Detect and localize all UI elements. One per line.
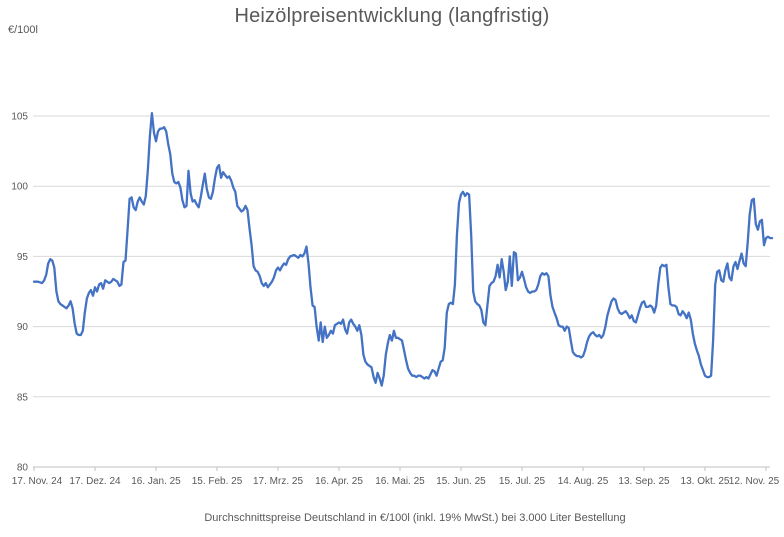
x-tick-label: 16. Apr. 25 [315,476,363,487]
y-tick-label: 105 [11,112,28,123]
x-tick-label: 15. Jul. 25 [499,476,546,487]
x-tick-label: 14. Aug. 25 [558,476,609,487]
y-tick-label: 80 [17,463,29,474]
x-tick-label: 13. Okt. 25 [681,476,730,487]
chart-title: Heizölpreisentwicklung (langfristig) [234,5,550,27]
y-tick-label: 95 [17,252,29,263]
price-line-series [32,112,774,387]
x-tick-label: 17. Dez. 24 [69,476,121,487]
x-tick-label: 17. Nov. 24 [12,476,63,487]
x-tick-label: 17. Mrz. 25 [253,476,303,487]
x-tick-label: 12. Nov. 25 [729,476,780,487]
y-tick-label: 85 [17,392,29,403]
chart-caption: Durchschnittspreise Deutschland in €/100… [204,512,626,524]
x-tick-label: 15. Feb. 25 [192,476,243,487]
x-tick-label: 16. Jan. 25 [131,476,181,487]
x-tick-label: 13. Sep. 25 [618,476,670,487]
y-tick-label: 100 [11,182,28,193]
x-tick-label: 15. Jun. 25 [436,476,486,487]
y-tick-label: 90 [17,322,29,333]
x-tick-label: 16. Mai. 25 [375,476,425,487]
y-axis-unit-label: €/100l [8,24,38,36]
